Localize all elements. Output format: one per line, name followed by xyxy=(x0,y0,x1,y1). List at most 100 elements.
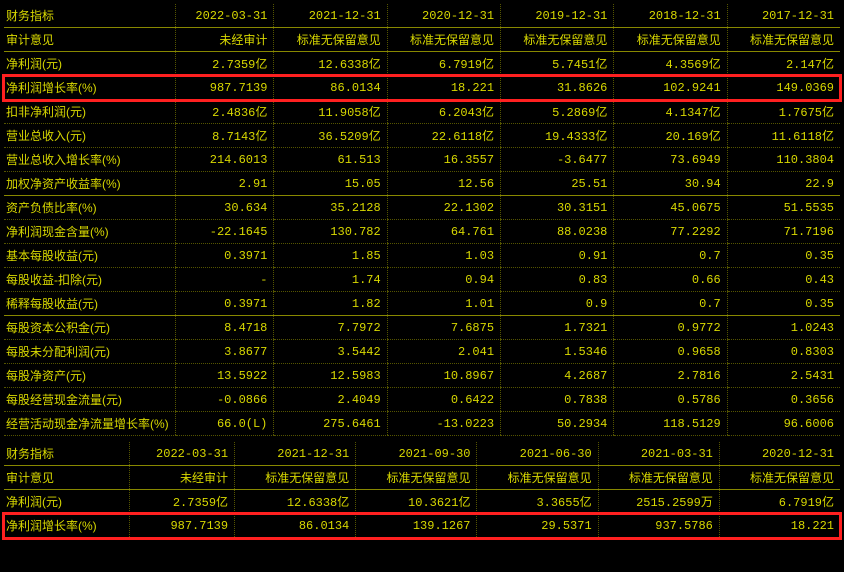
row-value: 86.0134 xyxy=(235,514,356,538)
audit-value: 标准无保留意见 xyxy=(727,28,840,52)
row-value: 18.221 xyxy=(387,76,500,100)
row-value: 0.8303 xyxy=(727,340,840,364)
date-header: 2020-12-31 xyxy=(719,442,840,466)
date-header: 2021-12-31 xyxy=(274,4,387,28)
row-value: 6.7919亿 xyxy=(719,490,840,514)
row-label: 每股收益-扣除(元) xyxy=(4,268,175,292)
row-label: 每股净资产(元) xyxy=(4,364,175,388)
row-value: 3.3655亿 xyxy=(477,490,598,514)
row-label: 每股未分配利润(元) xyxy=(4,340,175,364)
row-value: 139.1267 xyxy=(356,514,477,538)
row-value: - xyxy=(175,268,274,292)
row-value: 0.5786 xyxy=(614,388,727,412)
row-value: 30.634 xyxy=(175,196,274,220)
row-value: 2.91 xyxy=(175,172,274,196)
row-value: 19.4333亿 xyxy=(501,124,614,148)
row-value: 12.6338亿 xyxy=(274,52,387,76)
row-value: 0.35 xyxy=(727,244,840,268)
audit-value: 标准无保留意见 xyxy=(501,28,614,52)
row-value: 937.5786 xyxy=(598,514,719,538)
row-value: -13.0223 xyxy=(387,412,500,436)
row-label: 净利润增长率(%) xyxy=(4,76,175,100)
row-value: 64.761 xyxy=(387,220,500,244)
row-value: 1.7675亿 xyxy=(727,100,840,124)
row-value: 987.7139 xyxy=(129,514,235,538)
audit-label: 审计意见 xyxy=(4,466,129,490)
row-value: 71.7196 xyxy=(727,220,840,244)
row-value: -3.6477 xyxy=(501,148,614,172)
row-value: 0.83 xyxy=(501,268,614,292)
date-header: 2022-03-31 xyxy=(175,4,274,28)
row-value: 0.3971 xyxy=(175,292,274,316)
row-value: 29.5371 xyxy=(477,514,598,538)
row-label: 净利润增长率(%) xyxy=(4,514,129,538)
row-value: 4.3569亿 xyxy=(614,52,727,76)
row-value: 0.9772 xyxy=(614,316,727,340)
financial-table-annual: 财务指标2022-03-312021-12-312020-12-312019-1… xyxy=(4,4,840,436)
row-value: 20.169亿 xyxy=(614,124,727,148)
date-header: 2021-09-30 xyxy=(356,442,477,466)
row-label: 净利润(元) xyxy=(4,52,175,76)
row-value: 214.6013 xyxy=(175,148,274,172)
row-value: 1.85 xyxy=(274,244,387,268)
row-value: 2.147亿 xyxy=(727,52,840,76)
row-value: 1.0243 xyxy=(727,316,840,340)
row-value: 0.6422 xyxy=(387,388,500,412)
row-value: 2.041 xyxy=(387,340,500,364)
date-header: 2018-12-31 xyxy=(614,4,727,28)
row-value: 0.3971 xyxy=(175,244,274,268)
row-value: 8.7143亿 xyxy=(175,124,274,148)
row-value: 1.5346 xyxy=(501,340,614,364)
row-value: 130.782 xyxy=(274,220,387,244)
row-label: 营业总收入增长率(%) xyxy=(4,148,175,172)
row-value: 51.5535 xyxy=(727,196,840,220)
row-value: -22.1645 xyxy=(175,220,274,244)
row-value: 12.5983 xyxy=(274,364,387,388)
row-value: 2.7359亿 xyxy=(129,490,235,514)
row-value: 1.74 xyxy=(274,268,387,292)
row-label: 每股资本公积金(元) xyxy=(4,316,175,340)
row-label: 净利润(元) xyxy=(4,490,129,514)
audit-value: 标准无保留意见 xyxy=(356,466,477,490)
row-value: 30.3151 xyxy=(501,196,614,220)
row-value: 0.3656 xyxy=(727,388,840,412)
row-value: 0.43 xyxy=(727,268,840,292)
row-value: 2.4049 xyxy=(274,388,387,412)
audit-value: 标准无保留意见 xyxy=(274,28,387,52)
financial-table-quarterly: 财务指标2022-03-312021-12-312021-09-302021-0… xyxy=(4,442,840,538)
row-label: 资产负债比率(%) xyxy=(4,196,175,220)
row-value: 50.2934 xyxy=(501,412,614,436)
row-value: 2.7359亿 xyxy=(175,52,274,76)
audit-value: 标准无保留意见 xyxy=(598,466,719,490)
row-value: 7.7972 xyxy=(274,316,387,340)
row-value: 0.91 xyxy=(501,244,614,268)
row-value: 36.5209亿 xyxy=(274,124,387,148)
row-value: 102.9241 xyxy=(614,76,727,100)
row-value: 0.9 xyxy=(501,292,614,316)
row-value: 10.3621亿 xyxy=(356,490,477,514)
row-value: 7.6875 xyxy=(387,316,500,340)
audit-value: 未经审计 xyxy=(175,28,274,52)
date-header: 2021-06-30 xyxy=(477,442,598,466)
row-value: 0.7 xyxy=(614,292,727,316)
date-header: 2019-12-31 xyxy=(501,4,614,28)
row-value: 2.5431 xyxy=(727,364,840,388)
row-label: 净利润现金含量(%) xyxy=(4,220,175,244)
audit-value: 标准无保留意见 xyxy=(719,466,840,490)
date-header: 2021-03-31 xyxy=(598,442,719,466)
row-value: 25.51 xyxy=(501,172,614,196)
row-value: 61.513 xyxy=(274,148,387,172)
audit-value: 标准无保留意见 xyxy=(614,28,727,52)
row-value: 66.0(L) xyxy=(175,412,274,436)
row-label: 稀释每股收益(元) xyxy=(4,292,175,316)
row-value: 1.01 xyxy=(387,292,500,316)
row-label: 扣非净利润(元) xyxy=(4,100,175,124)
row-value: 2.7816 xyxy=(614,364,727,388)
audit-value: 标准无保留意见 xyxy=(235,466,356,490)
row-value: 4.2687 xyxy=(501,364,614,388)
row-value: 35.2128 xyxy=(274,196,387,220)
date-header: 2020-12-31 xyxy=(387,4,500,28)
row-value: 13.5922 xyxy=(175,364,274,388)
row-value: 18.221 xyxy=(719,514,840,538)
audit-label: 审计意见 xyxy=(4,28,175,52)
